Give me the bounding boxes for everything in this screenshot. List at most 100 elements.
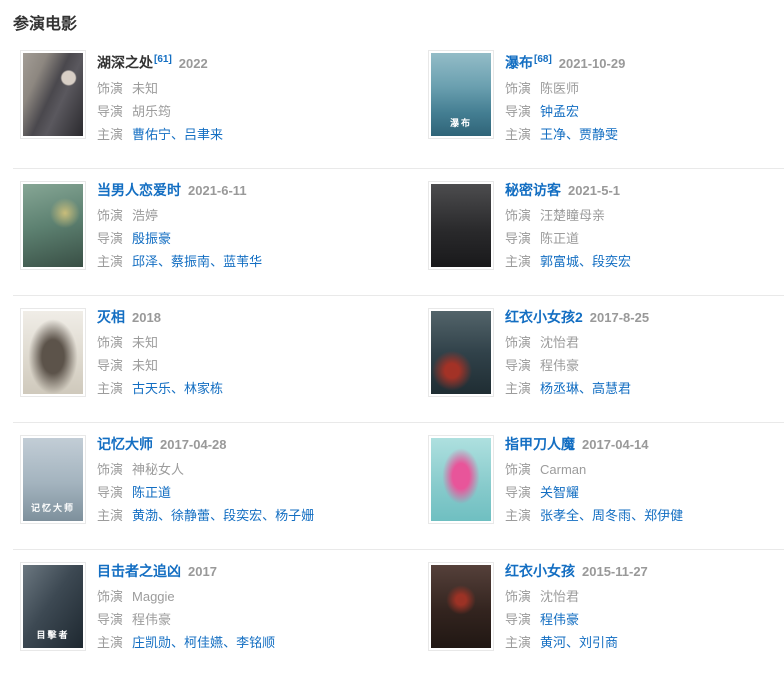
director-label: 导演 xyxy=(505,484,532,500)
movie-title-link[interactable]: 当男人恋爱时 xyxy=(97,181,181,198)
title-line: 当男人恋爱时 2021-6-11 xyxy=(97,181,262,200)
cast-actor-link[interactable]: 杨子姗 xyxy=(275,507,315,523)
title-line: 湖深之处[61] 2022 xyxy=(97,50,223,73)
role-value: 神秘女人 xyxy=(132,461,185,477)
movie-poster[interactable] xyxy=(20,180,86,270)
movie-title-link[interactable]: 红衣小女孩 xyxy=(505,562,575,579)
movie-entry: 红衣小女孩 2015-11-27 饰演 沈怡君 导演 程伟豪 主演 黄河、刘引商 xyxy=(428,561,784,654)
cast-actor-link[interactable]: 郑伊健 xyxy=(644,507,684,523)
cast-separator: 、 xyxy=(631,507,645,523)
director-value[interactable]: 陈正道 xyxy=(132,484,172,500)
cast-actor-link[interactable]: 庄凯勋 xyxy=(132,634,172,650)
cast-separator: 、 xyxy=(171,380,185,396)
cast-actor-link[interactable]: 段奕宏 xyxy=(592,253,632,269)
movie-title-link[interactable]: 指甲刀人魔 xyxy=(505,435,575,452)
cast-line: 主演 古天乐、林家栋 xyxy=(97,377,223,400)
movie-entry: 当男人恋爱时 2021-6-11 饰演 浩婷 导演 殷振豪 主演 邱泽、蔡振南、蓝苇华 xyxy=(20,180,408,273)
movie-title-link[interactable]: 红衣小女孩2 xyxy=(505,308,583,325)
movie-poster[interactable]: 瀑布 xyxy=(428,50,494,139)
cast-actor-link[interactable]: 黄河 xyxy=(540,634,567,650)
movie-title-link[interactable]: 记忆大师 xyxy=(97,435,153,452)
cast-list: 黄河、刘引商 xyxy=(540,635,618,650)
release-date: 2022 xyxy=(178,55,208,71)
role-value: 未知 xyxy=(132,334,159,350)
cast-actor-link[interactable]: 邱泽 xyxy=(132,253,159,269)
cast-separator: 、 xyxy=(171,126,185,142)
role-label: 饰演 xyxy=(505,588,532,604)
movie-row: 湖深之处[61] 2022 饰演 未知 导演 胡乐筠 主演 曹佑宁、吕聿来 瀑布 瀑布[… xyxy=(0,50,784,168)
title-line: 记忆大师 2017-04-28 xyxy=(97,435,314,454)
reference-sup[interactable]: [68] xyxy=(534,54,552,65)
reference-sup[interactable]: [61] xyxy=(154,54,172,65)
cast-list: 杨丞琳、高慧君 xyxy=(540,381,631,396)
cast-actor-link[interactable]: 周冬雨 xyxy=(592,507,632,523)
movie-title-link[interactable]: 灭相 xyxy=(97,308,125,325)
cast-actor-link[interactable]: 黄渤 xyxy=(132,507,159,523)
director-label: 导演 xyxy=(97,357,124,373)
movie-info: 指甲刀人魔 2017-04-14 饰演 Carman 导演 关智耀 主演 张孝全、周冬雨… xyxy=(505,435,683,527)
movie-poster[interactable]: 记忆大师 xyxy=(20,434,86,524)
director-label: 导演 xyxy=(505,230,532,246)
movie-title-link[interactable]: 目击者之追凶 xyxy=(97,562,181,579)
cast-actor-link[interactable]: 贾静雯 xyxy=(579,126,619,142)
movie-poster[interactable] xyxy=(428,434,494,524)
director-label: 导演 xyxy=(505,611,532,627)
cast-line: 主演 黄河、刘引商 xyxy=(505,631,648,654)
director-value: 程伟豪 xyxy=(540,357,580,373)
cast-actor-link[interactable]: 段奕宏 xyxy=(223,507,263,523)
role-label: 饰演 xyxy=(97,334,124,350)
title-line: 指甲刀人魔 2017-04-14 xyxy=(505,435,683,454)
movie-poster[interactable] xyxy=(20,307,86,397)
cast-actor-link[interactable]: 吕聿来 xyxy=(184,126,224,142)
movie-title-link[interactable]: 瀑布 xyxy=(505,54,533,71)
cast-list: 曹佑宁、吕聿来 xyxy=(132,127,223,142)
movie-info: 记忆大师 2017-04-28 饰演 神秘女人 导演 陈正道 主演 黄渤、徐静蕾、段奕宏… xyxy=(97,435,314,527)
role-label: 饰演 xyxy=(97,207,124,223)
cast-actor-link[interactable]: 柯佳嬿 xyxy=(184,634,224,650)
movie-poster[interactable]: 目擊者 xyxy=(20,561,86,651)
director-label: 导演 xyxy=(97,484,124,500)
movie-poster[interactable] xyxy=(20,50,86,139)
row-divider xyxy=(13,294,784,296)
role-line: 饰演 沈怡君 xyxy=(505,331,649,354)
cast-separator: 、 xyxy=(566,126,580,142)
cast-label: 主演 xyxy=(505,126,532,142)
release-date: 2017 xyxy=(188,563,217,579)
movie-poster[interactable] xyxy=(428,561,494,651)
cast-actor-link[interactable]: 蔡振南 xyxy=(171,253,211,269)
cast-separator: 、 xyxy=(579,380,593,396)
cast-actor-link[interactable]: 郭富城 xyxy=(540,253,580,269)
movie-info: 灭相 2018 饰演 未知 导演 未知 主演 古天乐、林家栋 xyxy=(97,308,223,400)
cast-list: 庄凯勋、柯佳嬿、李铭顺 xyxy=(132,635,275,650)
cast-actor-link[interactable]: 蓝苇华 xyxy=(223,253,263,269)
movie-title-link[interactable]: 秘密访客 xyxy=(505,181,561,198)
cast-actor-link[interactable]: 徐静蕾 xyxy=(171,507,211,523)
cast-actor-link[interactable]: 曹佑宁 xyxy=(132,126,172,142)
director-value[interactable]: 钟孟宏 xyxy=(540,103,580,119)
cast-label: 主演 xyxy=(505,380,532,396)
cast-actor-link[interactable]: 杨丞琳 xyxy=(540,380,580,396)
director-value: 陈正道 xyxy=(540,230,580,246)
cast-actor-link[interactable]: 刘引商 xyxy=(579,634,619,650)
director-label: 导演 xyxy=(97,611,124,627)
director-value[interactable]: 程伟豪 xyxy=(540,611,580,627)
role-value: 陈医师 xyxy=(540,80,580,96)
cast-actor-link[interactable]: 古天乐 xyxy=(132,380,172,396)
movie-poster[interactable] xyxy=(428,307,494,397)
cast-actor-link[interactable]: 林家栋 xyxy=(184,380,224,396)
cast-label: 主演 xyxy=(505,253,532,269)
director-value[interactable]: 关智耀 xyxy=(540,484,580,500)
director-line: 导演 胡乐筠 xyxy=(97,100,223,123)
movie-info: 目击者之追凶 2017 饰演 Maggie 导演 程伟豪 主演 庄凯勋、柯佳嬿、李铭顺 xyxy=(97,562,275,654)
movie-poster[interactable] xyxy=(428,180,494,270)
role-label: 饰演 xyxy=(97,588,124,604)
cast-line: 主演 杨丞琳、高慧君 xyxy=(505,377,649,400)
cast-actor-link[interactable]: 李铭顺 xyxy=(236,634,276,650)
role-label: 饰演 xyxy=(505,334,532,350)
director-line: 导演 程伟豪 xyxy=(505,354,649,377)
movie-info: 湖深之处[61] 2022 饰演 未知 导演 胡乐筠 主演 曹佑宁、吕聿来 xyxy=(97,50,223,146)
director-value[interactable]: 殷振豪 xyxy=(132,230,172,246)
cast-actor-link[interactable]: 高慧君 xyxy=(592,380,632,396)
cast-actor-link[interactable]: 张孝全 xyxy=(540,507,580,523)
cast-actor-link[interactable]: 王净 xyxy=(540,126,567,142)
